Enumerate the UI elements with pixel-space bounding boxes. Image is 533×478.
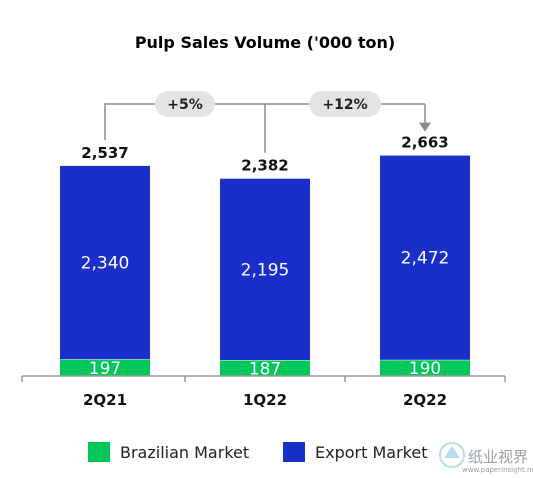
comparison-pill: [155, 91, 215, 117]
bar-export-1Q22: [220, 178, 310, 361]
label-brazilian-2Q22: 190: [409, 359, 441, 379]
legend-swatch: [283, 442, 305, 462]
label-total-1Q22: 2,382: [241, 157, 288, 175]
watermark: 纸业视界 www.paperinsight.net: [439, 442, 533, 474]
legend-swatch: [88, 442, 110, 462]
comparison-label: +5%: [167, 97, 203, 113]
label-brazilian-1Q22: 187: [249, 359, 281, 379]
legend-label: Export Market: [315, 443, 427, 462]
x-tick-2Q21: 2Q21: [83, 391, 127, 409]
label-export-2Q21: 2,340: [81, 254, 130, 274]
label-total-2Q21: 2,537: [81, 144, 128, 162]
comparison-connectors: +5% +12%: [104, 91, 431, 153]
watermark-logo-icon: [439, 442, 465, 468]
label-brazilian-2Q21: 197: [89, 359, 121, 379]
x-tick-1Q22: 1Q22: [243, 391, 287, 409]
label-total-2Q22: 2,663: [401, 134, 448, 152]
bar-brazilian-2Q22: [380, 360, 470, 376]
legend-label: Brazilian Market: [120, 443, 249, 462]
bar-export-2Q21: [60, 165, 150, 360]
x-axis-ticks: 2Q21 1Q22 2Q22: [21, 376, 506, 409]
comparison-pill: [309, 91, 381, 117]
label-export-1Q22: 2,195: [241, 260, 290, 280]
label-export-2Q22: 2,472: [401, 249, 450, 269]
watermark-url: www.paperinsight.net: [462, 466, 533, 474]
legend: Brazilian Market Export Market: [88, 442, 427, 462]
watermark-text: 纸业视界: [468, 448, 528, 466]
x-tick-2Q22: 2Q22: [403, 391, 447, 409]
chart-title: Pulp Sales Volume ('000 ton): [135, 33, 395, 52]
comparison-label: +12%: [322, 97, 367, 113]
bar-brazilian-2Q21: [60, 359, 150, 376]
arrow-head-icon: [419, 122, 431, 132]
bar-brazilian-1Q22: [220, 360, 310, 376]
bars-layer: 197 2,340 2,537 187 2,195 2,382 190 2,472 2,663: [60, 134, 470, 379]
bar-export-2Q22: [380, 155, 470, 360]
